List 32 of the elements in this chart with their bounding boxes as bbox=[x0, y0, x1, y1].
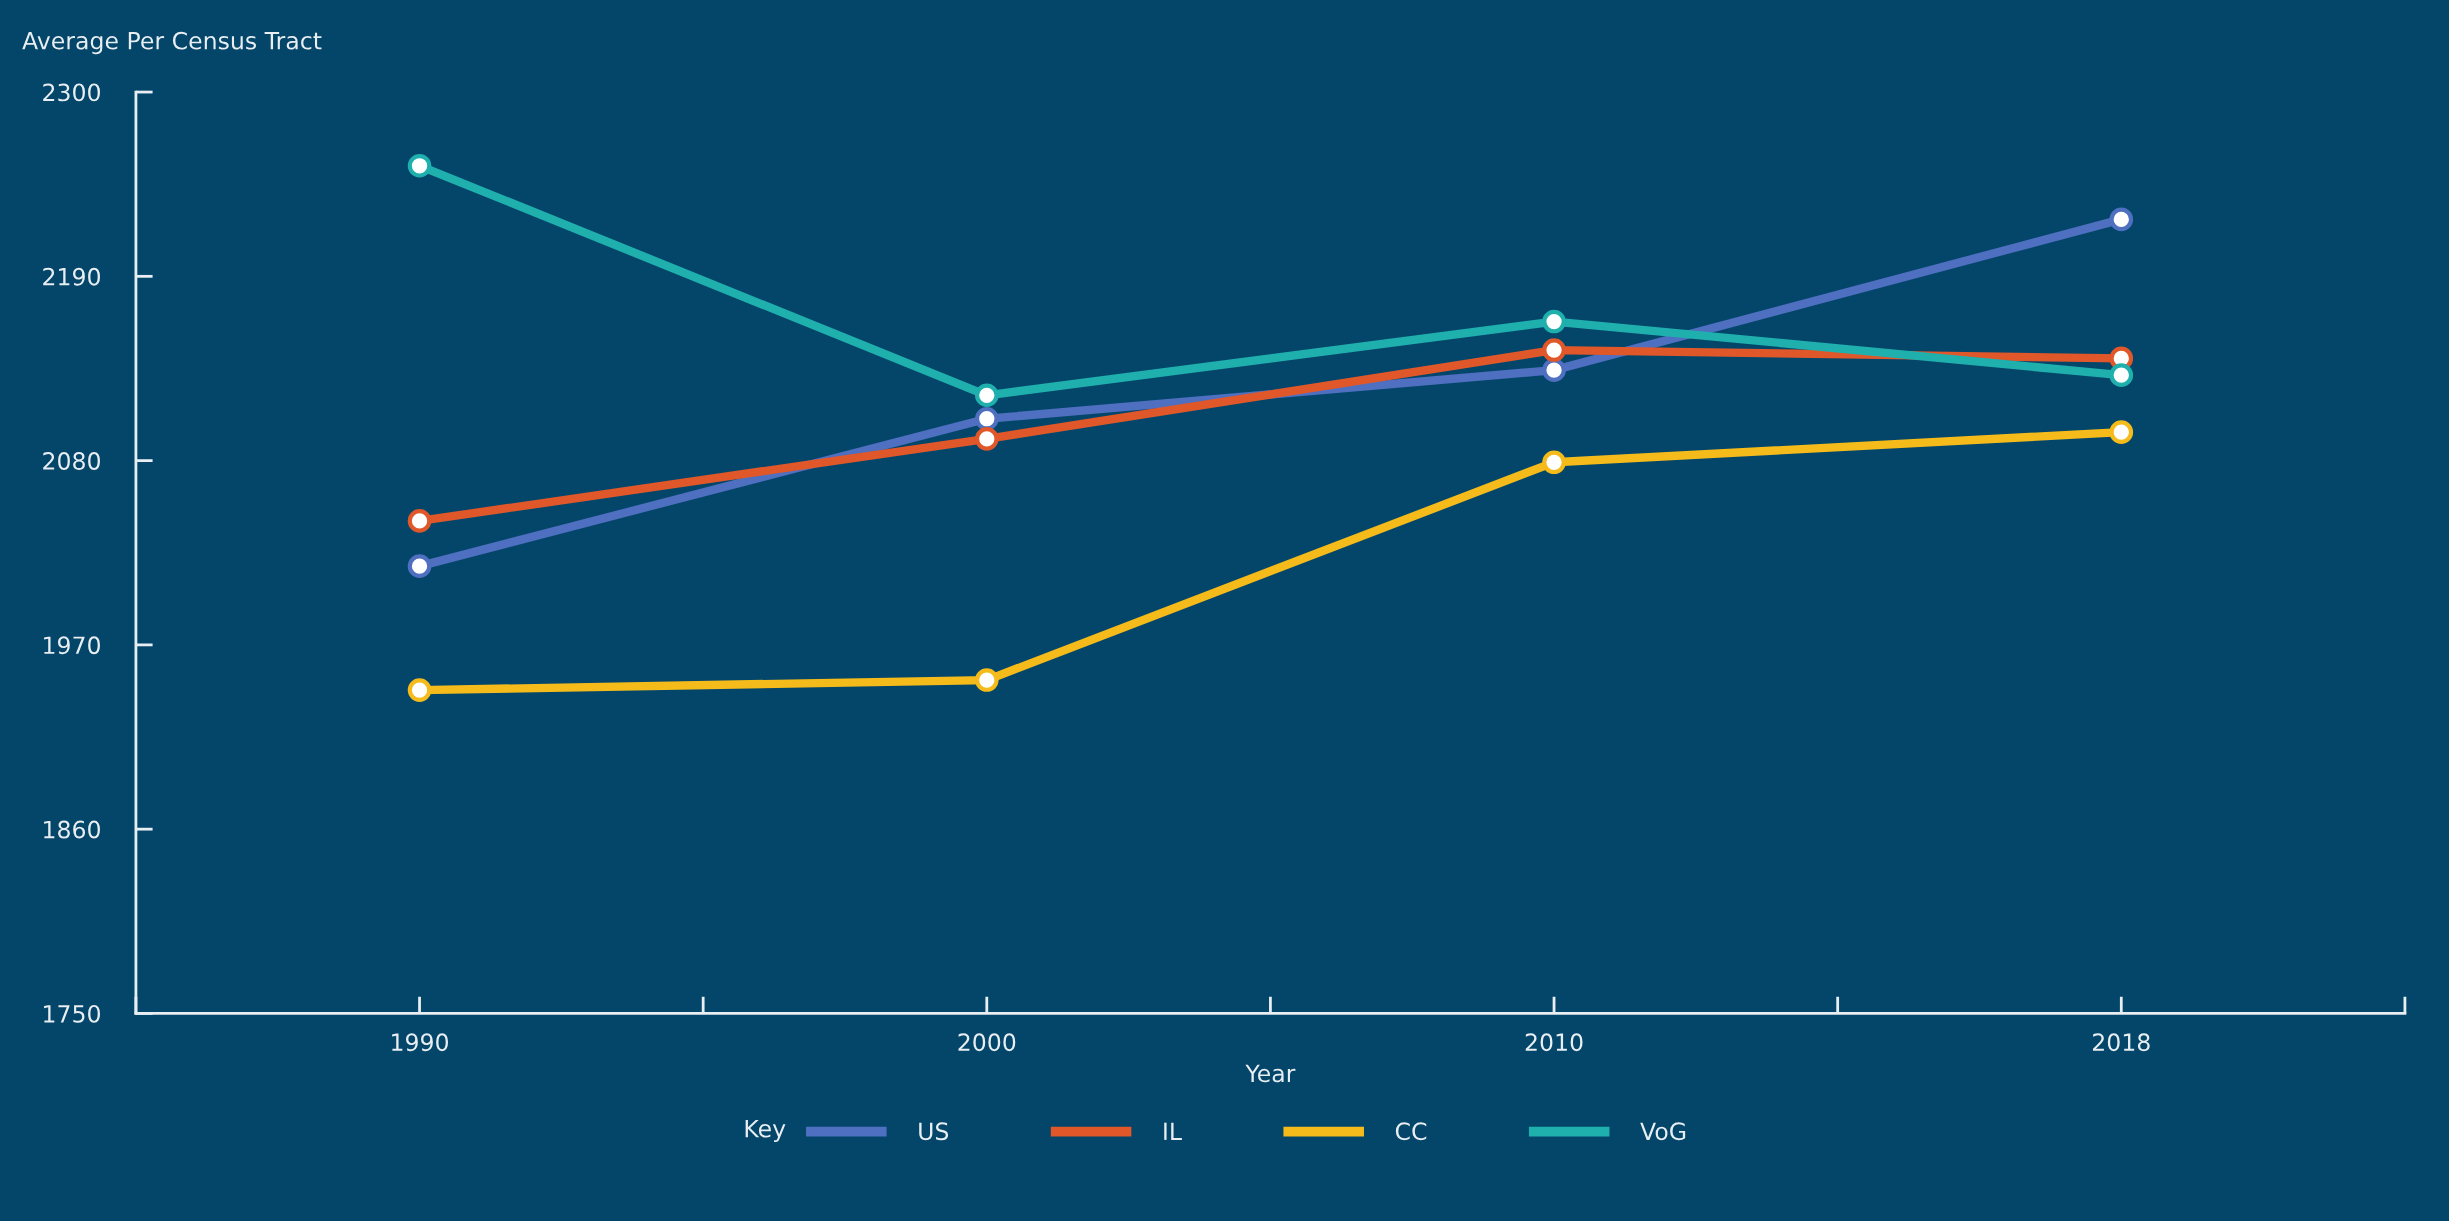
legend-label: VoG bbox=[1640, 1122, 1686, 1141]
y-tick-label: 2080 bbox=[43, 452, 100, 470]
y-axis-title: Average Per Census Tract bbox=[22, 31, 322, 55]
point bbox=[974, 668, 999, 692]
legend-label: US bbox=[919, 1122, 949, 1141]
y-tick-label: 2300 bbox=[43, 83, 100, 102]
x-tick-label: 2018 bbox=[2092, 1033, 2150, 1052]
x-tick-label: 1990 bbox=[392, 1033, 449, 1052]
point bbox=[974, 427, 999, 451]
point bbox=[1542, 358, 1566, 382]
x-tick-label: 2010 bbox=[1525, 1033, 1583, 1052]
legend-label: IL bbox=[1164, 1122, 1182, 1140]
point bbox=[1542, 338, 1566, 362]
point bbox=[407, 678, 432, 702]
x-tick-label: 2000 bbox=[958, 1033, 1016, 1052]
legend-label: CC bbox=[1395, 1122, 1427, 1141]
point bbox=[974, 406, 999, 431]
point bbox=[407, 554, 432, 578]
point bbox=[974, 383, 999, 408]
legend-title: Key bbox=[745, 1119, 786, 1143]
point bbox=[1542, 450, 1566, 475]
point bbox=[2109, 363, 2134, 387]
y-tick-label: 2190 bbox=[43, 267, 100, 286]
y-tick-label: 1970 bbox=[44, 636, 100, 655]
y-tick-label: 1860 bbox=[44, 820, 100, 839]
x-axis-title: Year bbox=[1245, 1064, 1296, 1083]
point bbox=[2109, 420, 2134, 444]
point bbox=[407, 153, 432, 178]
point bbox=[407, 509, 432, 533]
point bbox=[1542, 309, 1566, 334]
point bbox=[2109, 207, 2134, 232]
y-tick-label: 1750 bbox=[44, 1004, 100, 1023]
